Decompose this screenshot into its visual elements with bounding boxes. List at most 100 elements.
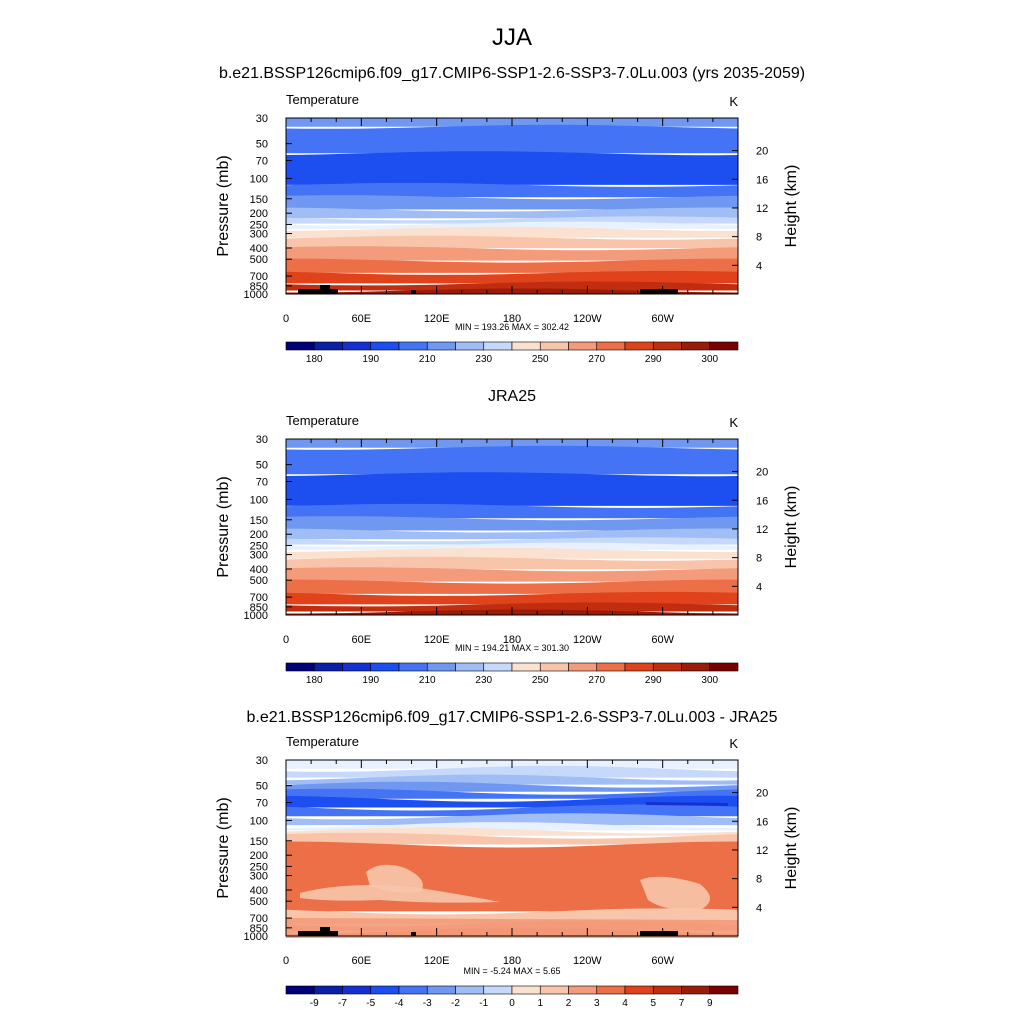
colorbar-box <box>426 341 456 351</box>
contour-band <box>286 781 738 792</box>
colorbar-label: 190 <box>362 354 379 365</box>
contour-band <box>286 235 738 249</box>
y-axis-title: Pressure (mb) <box>215 797 232 898</box>
colorbar-label: 5 <box>650 998 656 1009</box>
contour-band <box>286 258 738 273</box>
x-tick-label: 60W <box>651 634 674 646</box>
y-tick-label: 100 <box>250 494 268 506</box>
terrain-block <box>640 931 678 936</box>
contour-band <box>286 124 738 154</box>
x-tick-label: 180 <box>503 634 521 646</box>
colorbar-label: 250 <box>532 675 549 686</box>
colorbar-box <box>483 341 513 351</box>
y2-tick-label: 12 <box>756 203 768 215</box>
y-tick-label: 70 <box>256 156 268 168</box>
contour-band <box>286 216 738 224</box>
y-tick-label: 850 <box>250 602 268 614</box>
colorbar-box <box>624 341 654 351</box>
contour-band <box>286 579 738 594</box>
colorbar-label: -4 <box>395 998 404 1009</box>
colorbar-box <box>511 662 541 672</box>
colorbar-label: 180 <box>306 354 323 365</box>
y2-tick-label: 16 <box>756 174 768 186</box>
contour-band <box>286 472 738 506</box>
terrain-block <box>320 285 330 294</box>
colorbar-box <box>681 662 711 672</box>
variable-label: Temperature <box>286 734 359 749</box>
contour-field <box>286 760 738 938</box>
y-tick-label: 200 <box>250 529 268 541</box>
y-tick-label: 250 <box>250 540 268 552</box>
y-tick-label: 700 <box>250 592 268 604</box>
x-tick-label: 60E <box>352 955 372 967</box>
colorbar-label: 4 <box>622 998 628 1009</box>
colorbar-box <box>539 341 569 351</box>
y-tick-label: 200 <box>250 850 268 862</box>
contour-band <box>286 445 738 475</box>
y-tick-label: 850 <box>250 281 268 293</box>
x-tick-label: 60W <box>651 955 674 967</box>
x-tick-label: 0 <box>283 313 289 325</box>
contour-band <box>286 207 738 219</box>
x-tick-label: 120W <box>573 634 602 646</box>
contour-band <box>286 788 738 799</box>
y-axis-title: Pressure (mb) <box>215 476 232 577</box>
y2-tick-label: 12 <box>756 845 768 857</box>
colorbar-label: 290 <box>645 354 662 365</box>
colorbar-box <box>398 985 428 995</box>
x-tick-label: 60W <box>651 313 674 325</box>
colorbar-label: 210 <box>419 354 436 365</box>
variable-label: Temperature <box>286 413 359 428</box>
contour-band <box>286 503 738 519</box>
colorbar-label: 250 <box>532 354 549 365</box>
y-tick-label: 70 <box>256 798 268 810</box>
colorbar-label: 7 <box>679 998 685 1009</box>
contour-band <box>286 813 738 826</box>
colorbar-box <box>596 985 626 995</box>
variable-label: Temperature <box>286 92 359 107</box>
colorbar-box <box>313 341 343 351</box>
contour-field <box>286 439 738 615</box>
y-tick-label: 150 <box>250 194 268 206</box>
colorbar-box <box>539 662 569 672</box>
colorbar-label: 300 <box>701 354 718 365</box>
y-tick-label: 100 <box>250 173 268 185</box>
contour-band <box>286 516 738 531</box>
y2-tick-label: 8 <box>756 874 762 886</box>
units-label: K <box>729 94 738 109</box>
contour-band <box>286 795 738 808</box>
colorbar-label: 180 <box>306 675 323 686</box>
contour-band <box>286 804 738 817</box>
terrain-block <box>298 931 338 936</box>
y-tick-label: 70 <box>256 477 268 489</box>
y2-tick-label: 8 <box>756 232 762 244</box>
contour-band <box>286 542 738 550</box>
terrain-block <box>640 289 678 294</box>
colorbar-box <box>483 985 513 995</box>
colorbar-box <box>398 341 428 351</box>
colorbar-box <box>652 341 682 351</box>
contour-band <box>300 884 500 903</box>
y-tick-label: 400 <box>250 885 268 897</box>
y-tick-label: 30 <box>256 755 268 767</box>
y-axis-title: Pressure (mb) <box>215 155 232 256</box>
colorbar-box <box>709 662 739 672</box>
y-tick-label: 50 <box>256 781 268 793</box>
y2-tick-label: 16 <box>756 495 768 507</box>
x-tick-label: 120E <box>424 634 450 646</box>
colorbar-box <box>285 662 315 672</box>
colorbar-box <box>539 985 569 995</box>
contour-band <box>286 591 738 605</box>
contour-band <box>286 281 738 291</box>
y-tick-label: 1000 <box>244 610 268 622</box>
colorbar-box <box>652 985 682 995</box>
y2-axis-title: Height (km) <box>783 807 800 890</box>
colorbar-label: 1 <box>537 998 543 1009</box>
colorbar-box <box>681 985 711 995</box>
contour-band <box>286 528 738 540</box>
contour-band <box>286 221 738 229</box>
contour-band <box>286 226 738 238</box>
contour-band <box>640 876 710 911</box>
